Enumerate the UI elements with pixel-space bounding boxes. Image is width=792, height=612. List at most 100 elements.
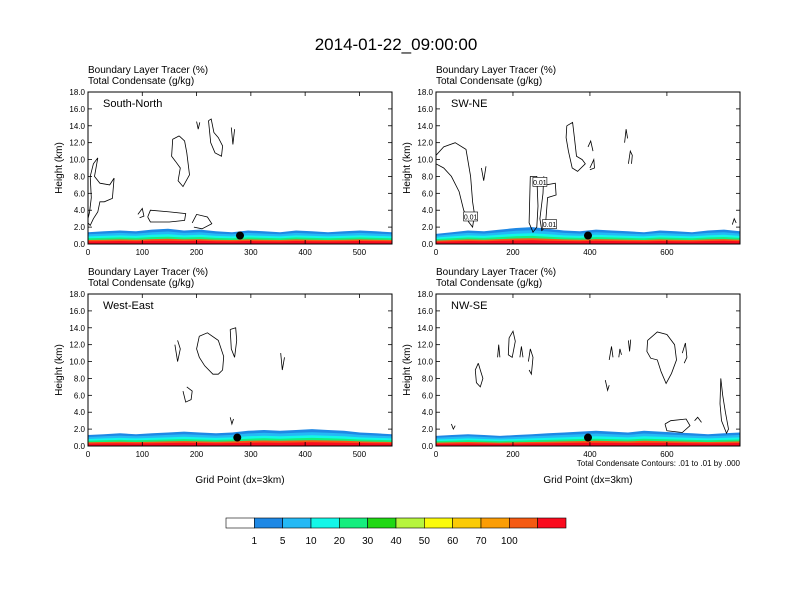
y-tick-label: 10.0 [417, 358, 433, 367]
colorbar: 1 5 10 20 30 40 50 60 70 100 [225, 517, 567, 547]
condensate-contour [191, 213, 213, 230]
panel-frame [87, 293, 393, 447]
condensate-contour [681, 342, 688, 364]
y-tick-label: 4.0 [422, 408, 434, 417]
y-tick-label: 2.0 [74, 425, 86, 434]
y-tick-label: 0.0 [74, 442, 86, 451]
location-marker [584, 433, 592, 442]
condensate-contour [539, 176, 557, 232]
panel-header-line: Total Condensate (g/kg) [436, 278, 542, 289]
colorbar-box [254, 517, 283, 529]
colorbar-label: 30 [362, 536, 374, 547]
location-marker [233, 433, 242, 442]
y-tick-label: 10.0 [69, 358, 85, 367]
colorbar-label: 10 [305, 536, 317, 547]
condensate-contour [137, 207, 145, 219]
colorbar-box [509, 517, 538, 529]
condensate-contour [528, 176, 539, 234]
condensate-contours [451, 330, 729, 435]
x-tick-label: 200 [506, 450, 520, 459]
x-tick-label: 0 [434, 248, 439, 257]
condensate-contour [628, 149, 633, 164]
y-tick-label: 8.0 [74, 172, 86, 181]
y-tick-label: 16.0 [417, 307, 433, 316]
x-tick-label: 0 [86, 450, 91, 459]
x-tick-label: 100 [136, 450, 150, 459]
x-tick-label: 100 [136, 248, 150, 257]
y-tick-label: 6.0 [74, 189, 86, 198]
x-axis-label: Grid Point (dx=3km) [543, 475, 632, 486]
condensate-contour [719, 378, 729, 435]
y-axis-label: Height (km) [54, 142, 65, 194]
y-tick-label: 14.0 [69, 324, 85, 333]
colorbar-box [537, 517, 567, 529]
x-tick-label: 400 [298, 248, 312, 257]
y-tick-label: 16.0 [69, 105, 85, 114]
colorbar-label: 20 [334, 536, 346, 547]
x-tick-label: 500 [353, 450, 367, 459]
condensate-contours [174, 327, 285, 426]
x-tick-label: 300 [244, 248, 258, 257]
location-marker [584, 231, 592, 240]
y-axis-label: Height (km) [402, 142, 413, 194]
y-tick-label: 6.0 [422, 189, 434, 198]
contour-label: 0.01 [464, 214, 478, 221]
condensate-contour [230, 127, 235, 145]
condensate-contours: 0.01 0.01 0.01 [436, 121, 737, 234]
y-tick-label: 8.0 [422, 374, 434, 383]
y-tick-label: 14.0 [417, 324, 433, 333]
y-tick-label: 8.0 [422, 172, 434, 181]
figure-title: 2014-01-22_09:00:00 [315, 35, 478, 54]
panel-nw-se: Boundary Layer Tracer (%)Total Condensat… [402, 267, 741, 486]
panel-header-line: Boundary Layer Tracer (%) [88, 65, 208, 76]
panel-header-line: Boundary Layer Tracer (%) [88, 267, 208, 278]
contour-label: 0.01 [543, 222, 557, 229]
y-tick-label: 6.0 [74, 391, 86, 400]
colorbar-label: 40 [390, 536, 402, 547]
y-tick-label: 6.0 [422, 391, 434, 400]
tracer-band [436, 240, 740, 244]
panel-header-line: Total Condensate (g/kg) [88, 76, 194, 87]
tracer-fill [88, 429, 392, 446]
condensate-contour [587, 139, 594, 152]
condensate-contour [608, 346, 614, 360]
colorbar-box [367, 517, 397, 529]
colorbar-label: 1 [252, 536, 258, 547]
tracer-fill [88, 228, 392, 244]
y-tick-label: 12.0 [417, 341, 433, 350]
plot-area [88, 92, 392, 244]
y-axis-label: Height (km) [402, 344, 413, 396]
colorbar-label: 100 [501, 536, 518, 547]
plot-area [436, 92, 740, 244]
y-tick-label: 0.0 [422, 442, 434, 451]
condensate-contour [646, 331, 677, 385]
x-tick-label: 0 [86, 248, 91, 257]
location-marker [236, 231, 244, 240]
panel-frame [435, 91, 741, 245]
condensate-contour [618, 348, 622, 358]
colorbar-box [480, 517, 510, 529]
panel-south-north: Boundary Layer Tracer (%)Total Condensat… [54, 65, 393, 257]
condensate-contour [507, 330, 516, 358]
condensate-contour [664, 418, 691, 433]
contour-label-box [542, 219, 557, 229]
x-tick-label: 400 [583, 450, 597, 459]
condensate-contour [182, 386, 193, 403]
x-tick-label: 400 [298, 450, 312, 459]
panel-frame [435, 293, 741, 447]
condensate-contour [731, 217, 737, 225]
tracer-band [436, 442, 740, 446]
contour-label: 0.01 [533, 180, 547, 187]
x-tick-label: 600 [660, 450, 674, 459]
y-tick-label: 4.0 [74, 206, 86, 215]
condensate-contour [88, 157, 115, 227]
condensate-contour [519, 346, 524, 358]
y-tick-label: 18.0 [69, 290, 85, 299]
condensate-contour [565, 121, 586, 172]
y-tick-label: 12.0 [417, 139, 433, 148]
panel-name: South-North [103, 98, 162, 110]
contour-label-box [463, 211, 478, 222]
x-tick-label: 400 [583, 248, 597, 257]
x-tick-label: 600 [660, 248, 674, 257]
